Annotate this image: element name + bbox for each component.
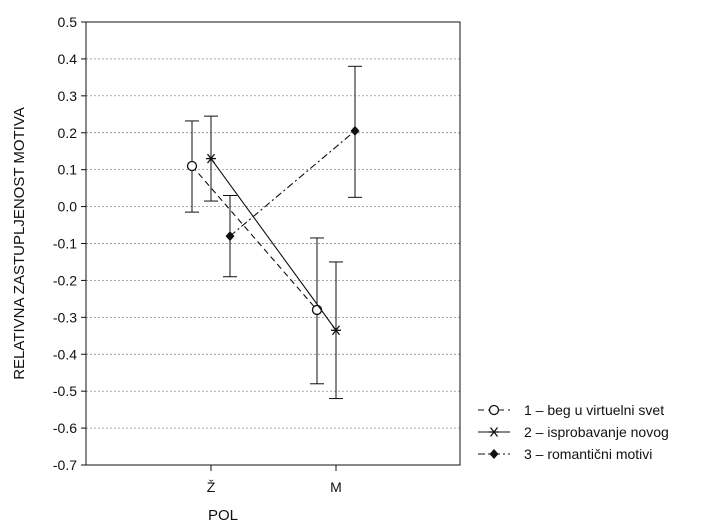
series-line (191, 165, 318, 311)
y-tick-label: -0.4 (53, 346, 77, 362)
legend-marker (488, 404, 500, 416)
legend-marker (489, 449, 499, 459)
series-layer (185, 65, 362, 400)
y-tick-label: -0.2 (53, 272, 77, 288)
y-tick-label: -0.5 (53, 383, 77, 399)
legend-item-1: 1 – beg u virtuelni svet (478, 402, 664, 418)
legend-label: 1 – beg u virtuelni svet (524, 402, 664, 418)
legend: 1 – beg u virtuelni svet 2 – isprobavanje… (478, 402, 669, 462)
x-tick-label: M (330, 479, 342, 495)
y-axis-title: RELATIVNA ZASTUPLJENOST MOTIVA (11, 107, 28, 380)
x-axis-title: POL (208, 507, 238, 524)
series-line (210, 158, 337, 331)
y-tick-label: -0.1 (53, 236, 77, 252)
series-3 (223, 65, 362, 278)
y-tick-label: 0.4 (58, 51, 78, 67)
data-point (186, 160, 198, 172)
series-line (229, 130, 356, 237)
data-point (311, 304, 323, 316)
y-tick-label: -0.7 (53, 457, 77, 473)
y-tick-label: 0.1 (58, 162, 78, 178)
legend-label: 2 – isprobavanje novog (524, 424, 669, 440)
legend-item-3: 3 – romantični motivi (478, 446, 652, 462)
legend-marker (489, 427, 499, 437)
data-point (206, 153, 216, 164)
y-axis-ticks: 0.5 0.4 0.3 0.2 0.1 0.0 -0.1 -0.2 -0.3 -0.4 -0.5 -0… (53, 14, 86, 473)
y-tick-label: 0.2 (58, 125, 78, 141)
data-point (331, 325, 341, 336)
y-tick-label: -0.3 (53, 309, 77, 325)
series-2 (204, 115, 343, 400)
data-point (350, 125, 360, 136)
y-tick-label: 0.5 (58, 14, 78, 30)
legend-item-2: 2 – isprobavanje novog (478, 424, 669, 440)
series-1 (185, 120, 324, 385)
data-point (225, 231, 235, 242)
legend-label: 3 – romantični motivi (524, 446, 652, 462)
y-tick-label: -0.6 (53, 420, 77, 436)
x-tick-label: Ž (207, 479, 216, 495)
y-tick-label: 0.0 (58, 199, 78, 215)
y-tick-label: 0.3 (58, 88, 78, 104)
